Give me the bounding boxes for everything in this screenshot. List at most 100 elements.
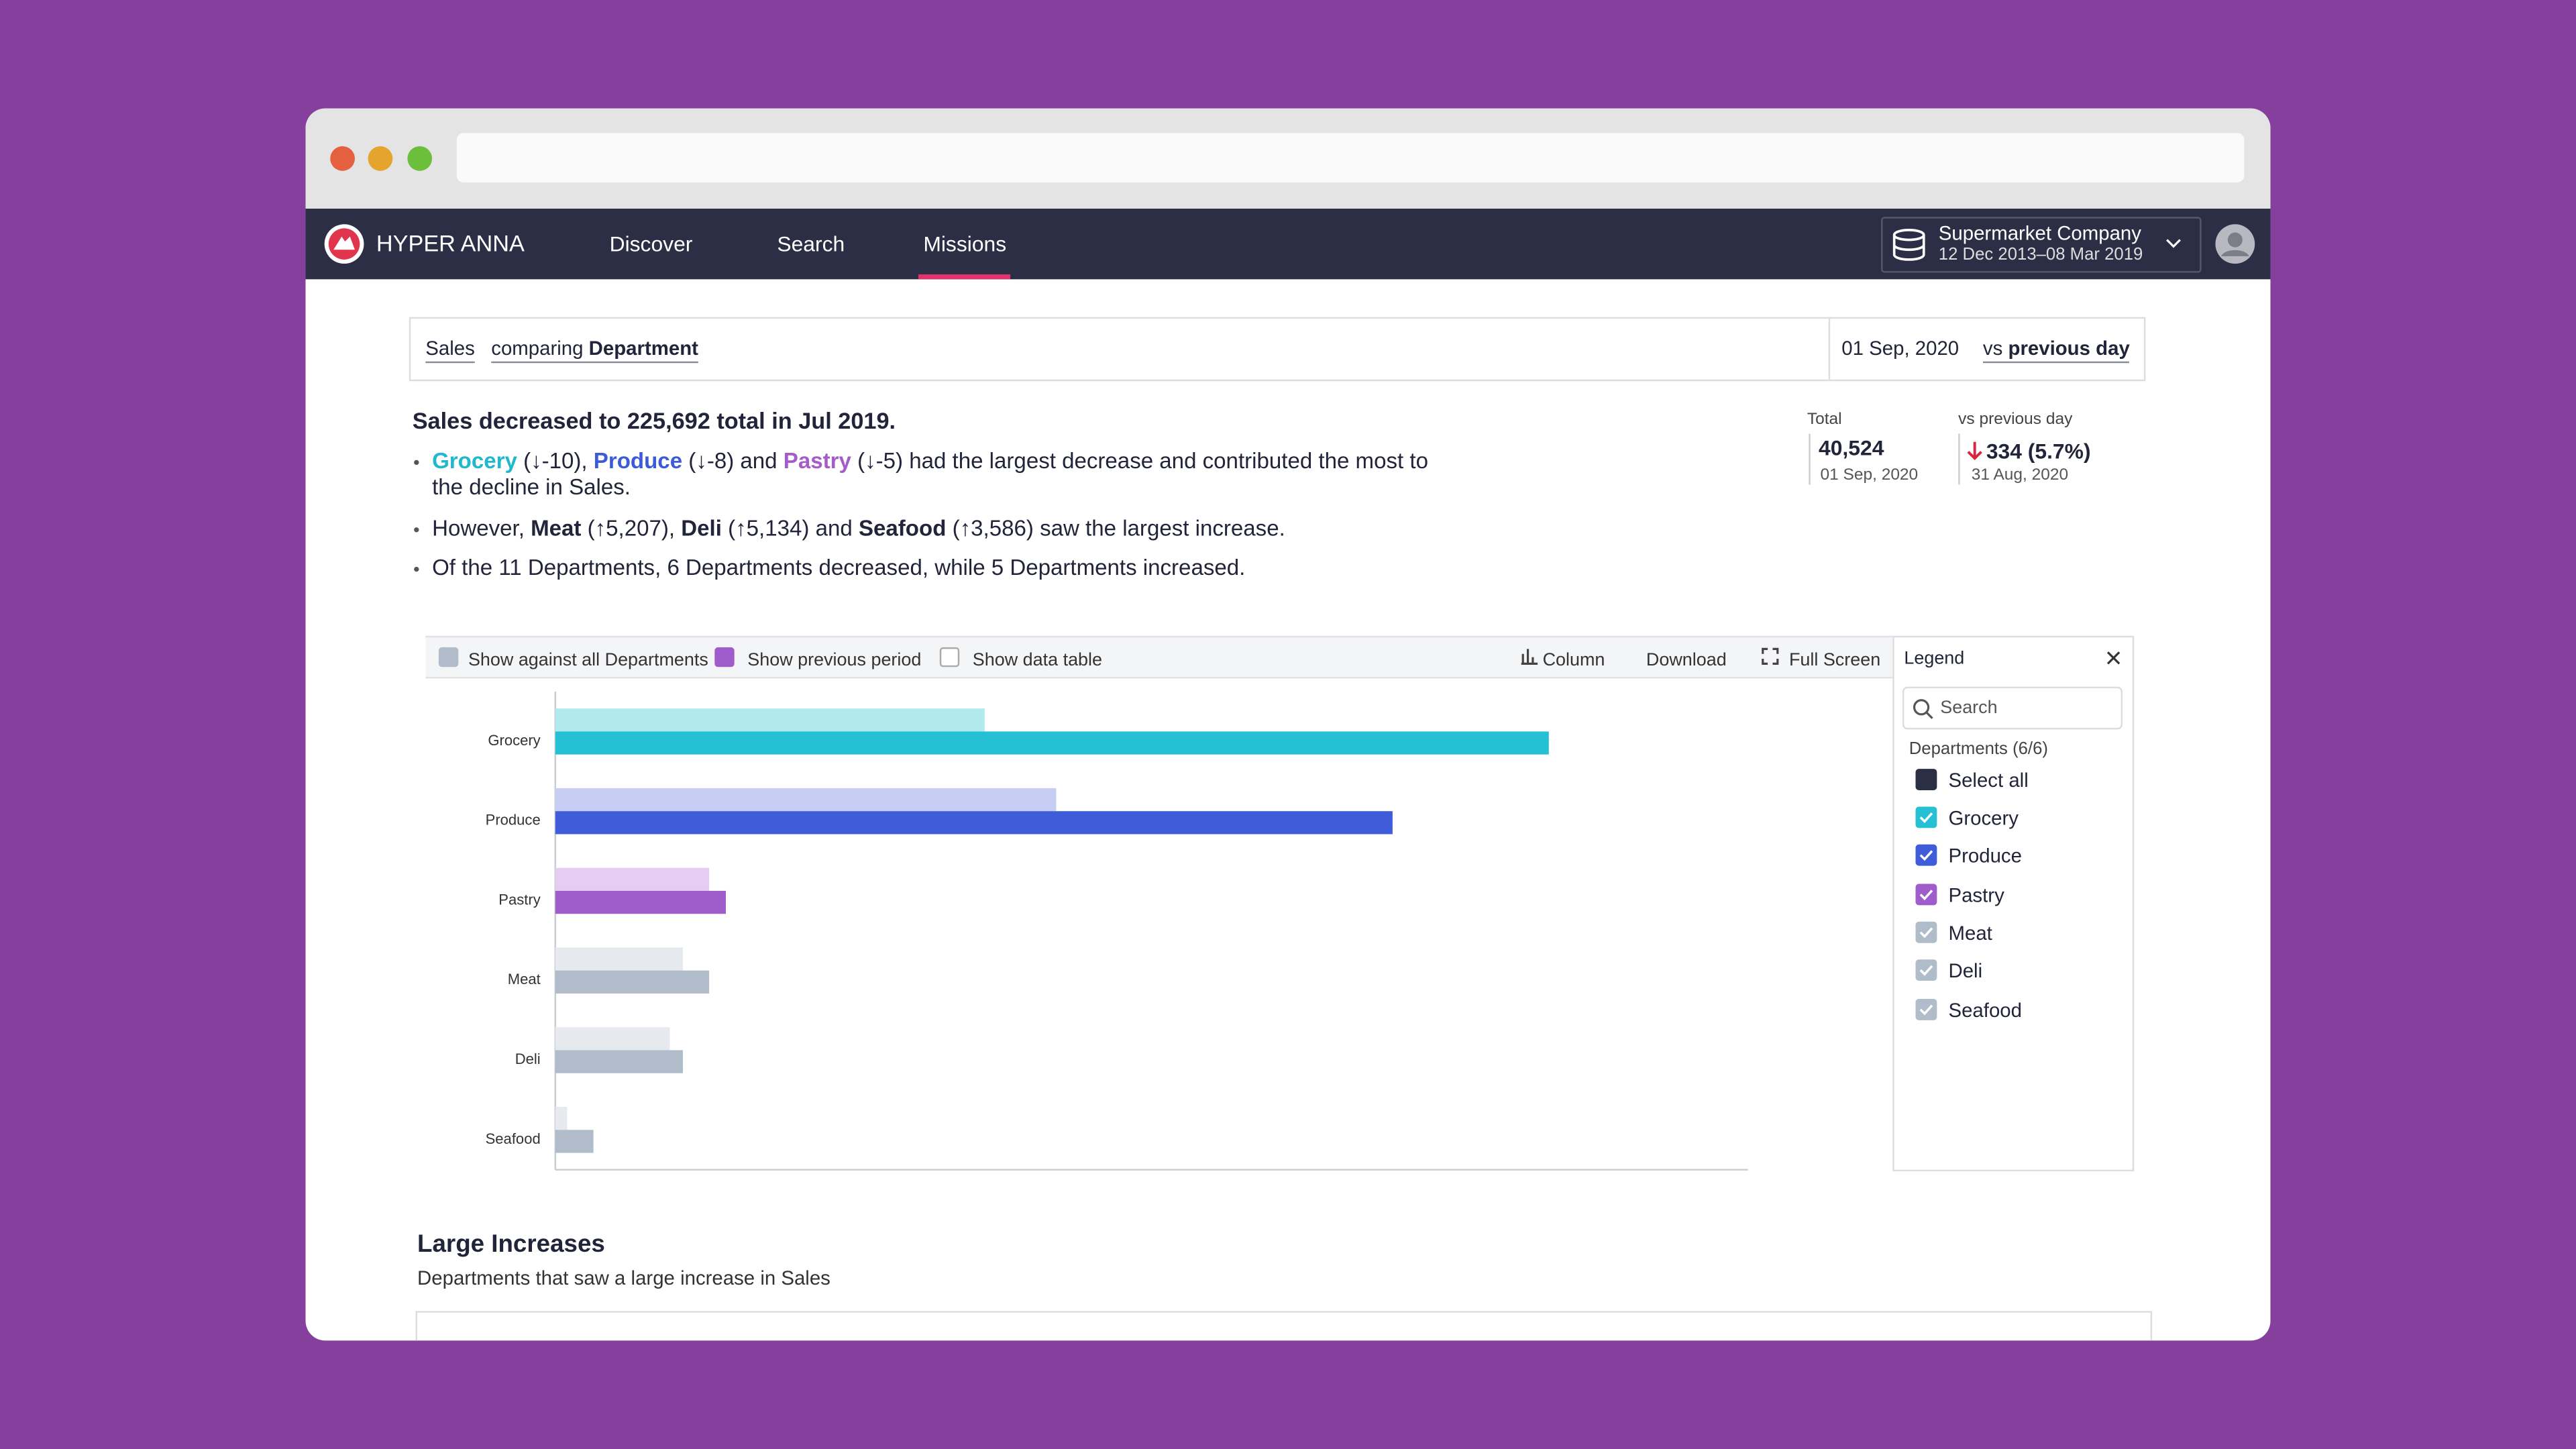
bar <box>555 788 1057 812</box>
section-card <box>415 1311 2153 1341</box>
download-button[interactable]: Download <box>1646 650 1727 671</box>
bar <box>555 867 710 891</box>
column-icon <box>1521 649 1538 665</box>
nav-item[interactable]: Missions <box>923 231 1007 257</box>
maximize-button[interactable] <box>407 146 433 171</box>
bullet: Of the 11 Departments, 6 Departments dec… <box>414 555 1450 582</box>
close-icon[interactable] <box>2106 651 2121 665</box>
close-button[interactable] <box>330 146 355 171</box>
brand-name: HYPER ANNA <box>376 229 525 257</box>
category-label: Deli <box>515 1051 541 1067</box>
nav-item[interactable]: Discover <box>609 231 693 257</box>
query-baseline: previous day <box>2008 337 2130 360</box>
checkbox[interactable] <box>1915 883 1937 905</box>
kpi-label: vs previous day <box>1958 411 2073 429</box>
dept-name: Grocery <box>432 448 517 474</box>
legend-search[interactable]: Search <box>1902 686 2123 730</box>
category-label: Grocery <box>488 732 540 749</box>
fullscreen-button[interactable]: Full Screen <box>1788 650 1881 671</box>
legend-title: Legend <box>1904 649 1965 669</box>
bar <box>555 947 683 971</box>
query-date[interactable]: 01 Sep, 2020 <box>1841 337 1960 360</box>
bullet: Grocery (↓-10), Produce (↓-8) and Pastry… <box>414 448 1450 501</box>
bar <box>555 731 1549 755</box>
checkbox[interactable] <box>1915 921 1937 943</box>
legend-label[interactable]: Deli <box>1948 959 1983 983</box>
legend-select-all[interactable]: Select all <box>1948 769 2029 792</box>
bar <box>555 970 710 994</box>
check-mark <box>1919 889 1933 900</box>
bar <box>555 1050 683 1073</box>
company-dates: 12 Dec 2013–08 Mar 2019 <box>1938 244 2143 265</box>
option-label[interactable]: Show data table <box>972 650 1102 671</box>
kpi-date: 01 Sep, 2020 <box>1820 466 1919 485</box>
text: (↓-5) had the largest decrease and contr… <box>432 448 1428 500</box>
category-label: Meat <box>508 971 541 987</box>
section-title: Large Increases <box>417 1230 605 1258</box>
kpi-rule <box>1809 433 1811 485</box>
check-mark <box>1919 812 1933 823</box>
avatar[interactable] <box>2214 223 2255 264</box>
bar <box>555 708 985 732</box>
database-icon <box>1892 229 1925 261</box>
company-selector[interactable]: Supermarket Company 12 Dec 2013–08 Mar 2… <box>1881 217 2202 273</box>
legend-label[interactable]: Grocery <box>1948 806 2019 830</box>
kpi-value: 40,524 <box>1819 435 1884 460</box>
query-baseline-control[interactable]: vs previous day <box>1982 337 2130 364</box>
section-subtitle: Departments that saw a large increase in… <box>417 1267 830 1290</box>
legend-label[interactable]: Produce <box>1948 845 2022 868</box>
legend-label[interactable]: Seafood <box>1948 998 2023 1022</box>
address-bar[interactable] <box>456 133 2245 182</box>
option-label[interactable]: Show previous period <box>747 650 922 671</box>
query-dimension: Department <box>588 337 698 360</box>
bar <box>555 1107 568 1130</box>
kpi-change: 334 (5.7%) <box>1986 438 2091 464</box>
bar <box>555 811 1393 835</box>
brand-logo[interactable] <box>323 223 364 264</box>
query-dimension-control[interactable]: comparing Department <box>491 337 698 364</box>
nav-item[interactable]: Search <box>777 231 845 257</box>
dept-name: Meat <box>531 515 582 541</box>
chart-type-button[interactable]: Column <box>1542 650 1605 671</box>
option-label[interactable]: Show against all Departments <box>468 650 708 671</box>
check-mark <box>1919 1004 1933 1015</box>
kpi-date: 31 Aug, 2020 <box>1971 466 2069 485</box>
checkbox[interactable] <box>1915 998 1937 1020</box>
search-placeholder: Search <box>1940 698 1998 718</box>
checkbox[interactable] <box>1915 769 1937 790</box>
chevron <box>2166 239 2181 248</box>
legend-group: Departments (6/6) <box>1909 739 2048 759</box>
minimize-button[interactable] <box>368 146 393 171</box>
dept-name: Seafood <box>858 515 947 541</box>
legend-panel: Legend Search Departments (6/6) Select a… <box>1892 635 2135 1172</box>
company-name: Supermarket Company <box>1938 221 2141 245</box>
checkbox[interactable] <box>939 647 960 667</box>
check-mark <box>1919 927 1933 938</box>
query-comparing: comparing <box>491 337 584 360</box>
checkbox[interactable] <box>438 647 459 667</box>
text: (↑5,134) and <box>721 515 859 541</box>
checkbox[interactable] <box>1915 959 1937 981</box>
checkbox[interactable] <box>1915 806 1937 828</box>
legend-label[interactable]: Meat <box>1948 921 1992 945</box>
query-bar: Sales comparing Department 01 Sep, 2020 … <box>409 317 2146 382</box>
divider <box>1828 319 1831 380</box>
text: (↑3,586) saw the largest increase. <box>946 515 1285 541</box>
text: (↑5,207), <box>581 515 682 541</box>
category-label: Produce <box>486 812 541 828</box>
active-indicator <box>918 274 1011 280</box>
legend-label[interactable]: Pastry <box>1948 883 2004 906</box>
query-measure[interactable]: Sales <box>425 337 475 364</box>
text: (↓-8) and <box>682 448 784 474</box>
dept-name: Produce <box>593 448 683 474</box>
dept-name: Pastry <box>783 448 851 474</box>
text: (↓-10), <box>517 448 594 474</box>
checkbox[interactable] <box>1915 845 1937 867</box>
category-label: Pastry <box>498 891 540 908</box>
headline: Sales decreased to 225,692 total in Jul … <box>412 407 896 434</box>
checkbox[interactable] <box>714 647 735 667</box>
browser-window: HYPER ANNA Discover Search Missions Supe… <box>305 108 2271 1341</box>
